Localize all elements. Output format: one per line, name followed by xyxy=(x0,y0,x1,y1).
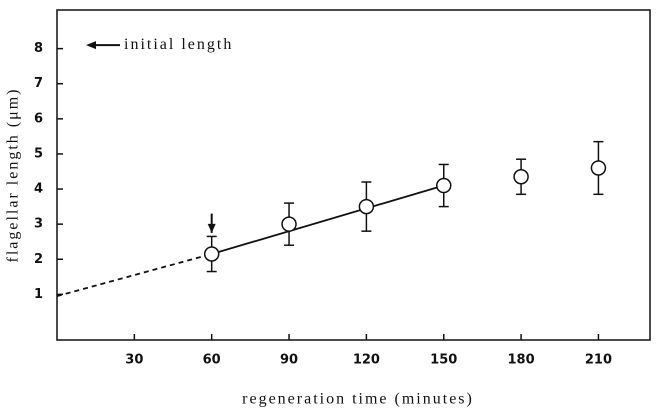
data-point xyxy=(281,216,297,232)
x-tick-label: 30 xyxy=(125,353,143,368)
y-tick-label: 7 xyxy=(34,76,43,91)
x-tick-label: 210 xyxy=(585,353,612,368)
data-point xyxy=(590,160,607,176)
y-tick-label: 2 xyxy=(34,252,43,267)
marker-arrowhead xyxy=(207,223,216,233)
data-point xyxy=(203,246,220,262)
data-point xyxy=(435,177,452,194)
y-tick-label: 8 xyxy=(34,41,43,56)
data-point xyxy=(513,169,529,185)
y-tick-label: 3 xyxy=(34,217,43,232)
plot-frame xyxy=(56,9,651,341)
x-tick-label: 180 xyxy=(508,353,535,368)
annotation-arrowhead xyxy=(86,41,96,50)
x-tick-label: 120 xyxy=(353,353,380,368)
x-tick-label: 60 xyxy=(203,353,221,368)
y-tick-label: 1 xyxy=(34,287,43,302)
x-tick-label: 90 xyxy=(280,353,298,368)
x-axis-label: regeneration time (minutes) xyxy=(242,391,474,408)
extrapolation-line xyxy=(56,253,212,297)
fit-line xyxy=(211,184,444,255)
y-tick-label: 5 xyxy=(34,146,43,161)
y-tick-label: 6 xyxy=(34,111,43,126)
annotation-text: initial length xyxy=(124,36,233,53)
y-axis-label: flagellar length (μm) xyxy=(5,88,22,263)
x-tick-label: 150 xyxy=(430,353,457,368)
y-tick-label: 4 xyxy=(34,182,43,197)
data-point xyxy=(358,198,375,215)
